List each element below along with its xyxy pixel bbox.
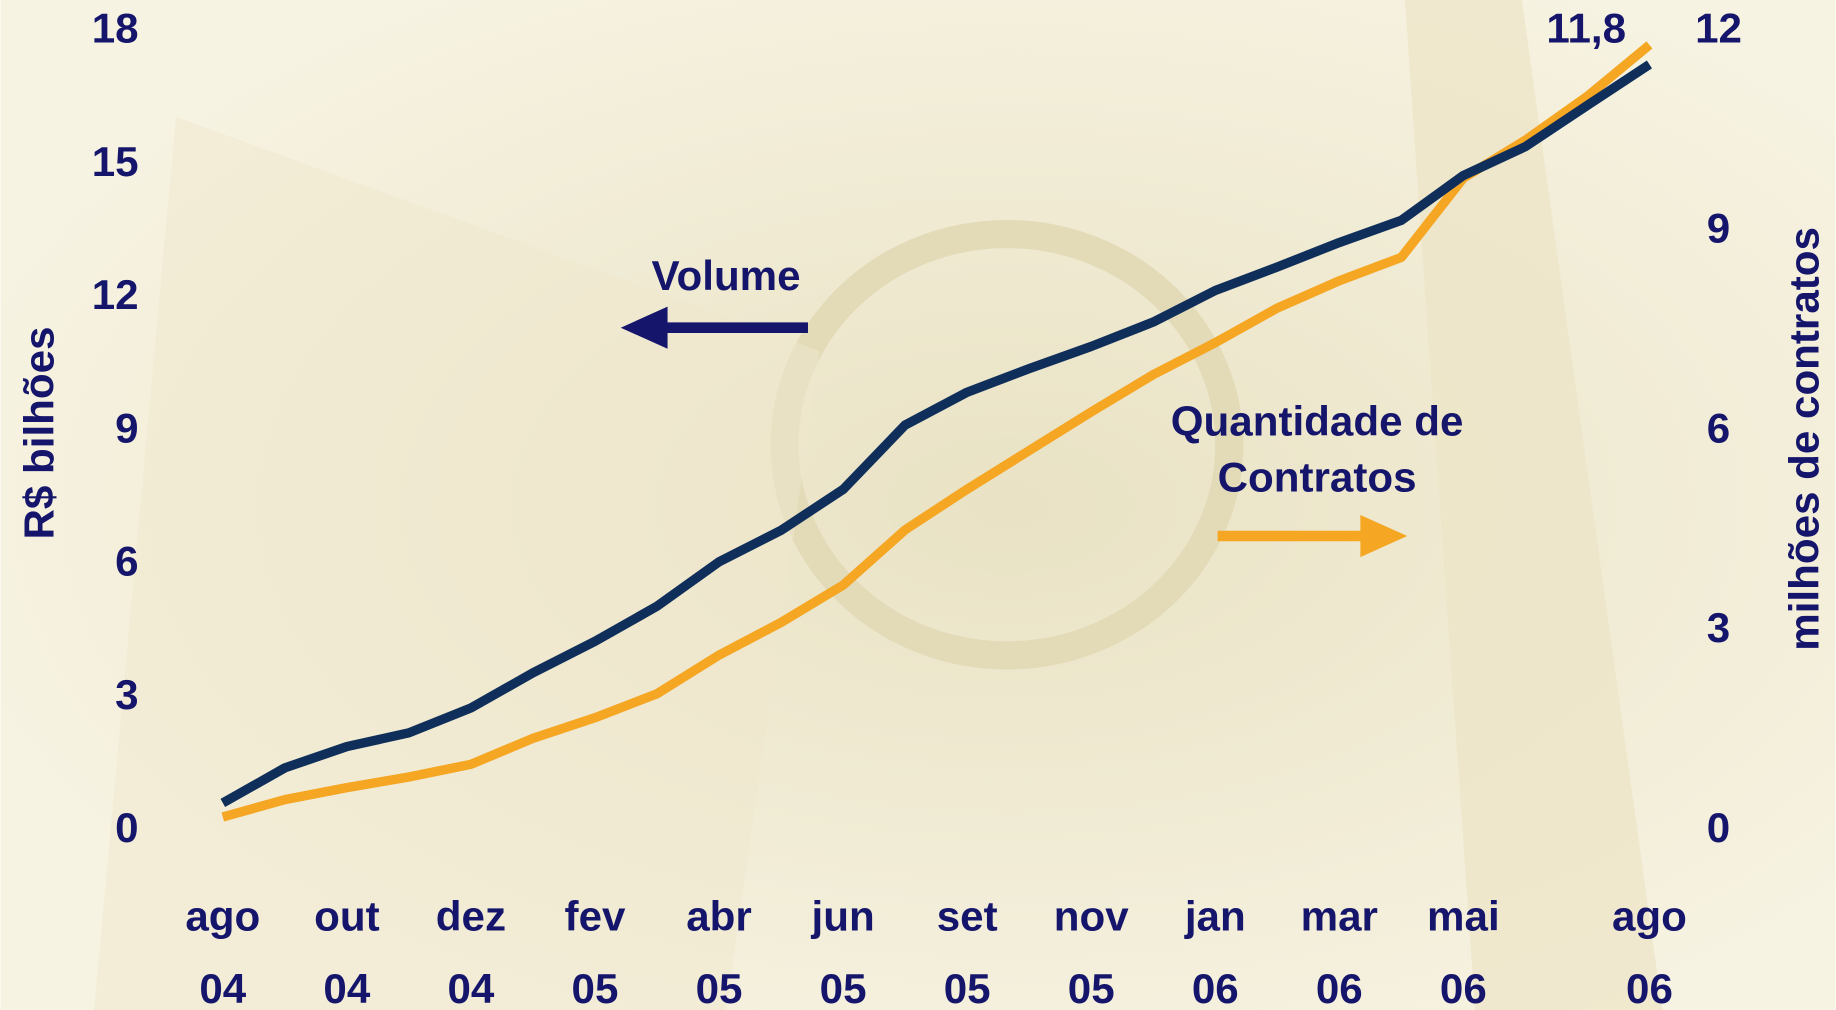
x-tick-box: mai 06: [1393, 880, 1533, 1010]
x-tick-label: ago 06: [1603, 880, 1697, 1010]
x-tick-box: ago 06: [1579, 880, 1719, 1010]
x-tick-box: nov 05: [1021, 880, 1161, 1010]
x-tick-box: jan 06: [1145, 880, 1285, 1010]
x-tick-label: nov 05: [1044, 880, 1138, 1010]
data-label: 11,8: [1546, 5, 1626, 52]
y-tick-label: 15: [92, 138, 139, 185]
x-tick-box: jun 05: [773, 880, 913, 1010]
x-tick-label: jan 06: [1168, 880, 1262, 1010]
y2-tick-label: 6: [1707, 404, 1730, 451]
x-tick-box: set 05: [897, 880, 1037, 1010]
x-tick-label: mar 06: [1293, 880, 1387, 1010]
x-tick-label: mai 06: [1417, 880, 1511, 1010]
x-tick-label: fev 05: [548, 880, 642, 1010]
y-tick-label: 6: [115, 538, 138, 585]
x-tick-box: fev 05: [525, 880, 665, 1010]
x-tick-box: mar 06: [1269, 880, 1409, 1010]
x-tick-box: dez 04: [401, 880, 541, 1010]
y-axis-label: R$ bilhões: [16, 327, 63, 540]
y2-tick-label: 12: [1695, 5, 1742, 52]
page: R$ bilhões milhões de contratos Volume Q…: [0, 0, 1836, 1010]
annotation-box: Volume: [574, 248, 878, 318]
y-tick-label: 0: [115, 804, 138, 851]
annotation: Quantidade de Contratos: [1124, 393, 1510, 505]
y-tick-label: 12: [92, 271, 139, 318]
chart: R$ bilhões milhões de contratos Volume Q…: [0, 0, 1836, 1010]
x-tick-box: ago 04: [153, 880, 293, 1010]
x-tick-box: abr 05: [649, 880, 789, 1010]
y-tick-label: 3: [115, 671, 138, 718]
x-tick-label: abr 05: [672, 880, 766, 1010]
y2-tick-label: 0: [1707, 804, 1730, 851]
annotation: Volume: [574, 248, 878, 304]
x-tick-box: out 04: [277, 880, 417, 1010]
y2-axis-label: milhões de contratos: [1781, 227, 1828, 651]
annotation-box: Quantidade de Contratos: [1124, 393, 1510, 522]
y-tick-label: 9: [115, 404, 138, 451]
x-tick-label: out 04: [300, 880, 394, 1010]
x-tick-label: jun 05: [796, 880, 890, 1010]
y2-tick-label: 3: [1707, 604, 1730, 651]
x-tick-label: dez 04: [424, 880, 518, 1010]
x-tick-label: ago 04: [176, 880, 270, 1010]
y-tick-label: 18: [92, 5, 139, 52]
x-tick-label: set 05: [920, 880, 1014, 1010]
y2-tick-label: 9: [1707, 205, 1730, 252]
